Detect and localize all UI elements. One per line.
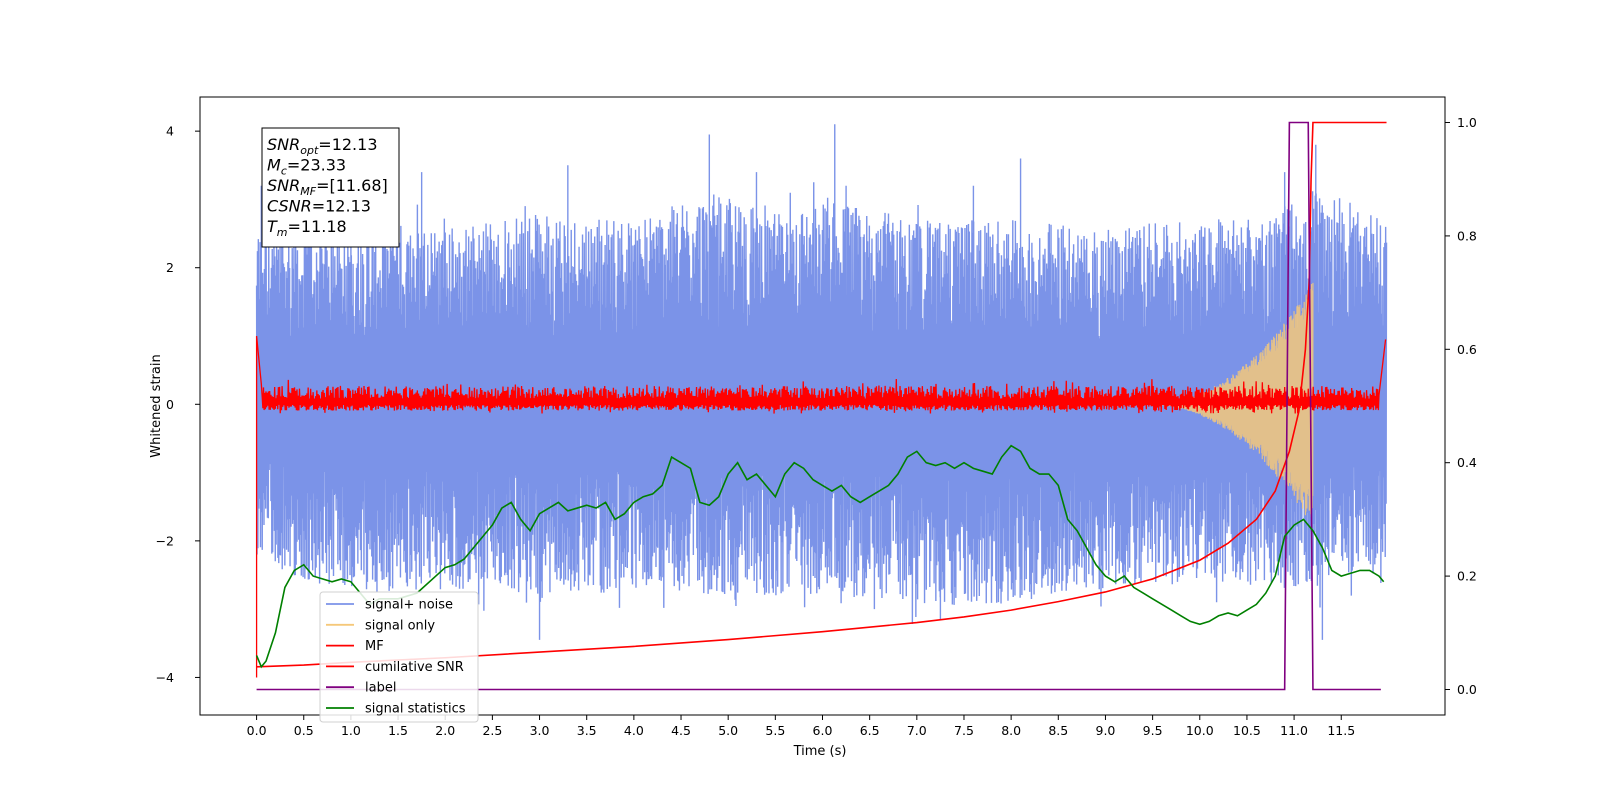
x-tick-label: 5.0 (718, 723, 738, 738)
annotation-box-frame (261, 127, 400, 248)
x-tick-label: 3.0 (530, 723, 550, 738)
x-tick-label: 3.5 (577, 723, 597, 738)
y2-tick-label: 0.8 (1457, 228, 1477, 243)
x-tick-label: 7.0 (907, 723, 927, 738)
x-tick-label: 10.5 (1233, 723, 1261, 738)
legend: signal+ noise signal only MF cumilative SNR… (319, 591, 479, 723)
x-tick-label: 5.5 (765, 723, 785, 738)
y2-tick-label: 0.2 (1457, 569, 1477, 584)
x-axis: 0.0 0.5 1.0 1.5 2.0 2.5 3.0 3.5 4.0 4.5 5.0 5.5 6.0 6… (247, 715, 1355, 738)
series-cumulative-snr-line (256, 121, 1387, 668)
series-mf-line (255, 335, 1387, 678)
y-tick-label: −2 (156, 533, 174, 548)
y2-tick-label: 1.0 (1457, 115, 1477, 130)
y-axis-label: Whitened strain (149, 354, 164, 457)
legend-label-label: label (365, 681, 396, 696)
x-tick-label: 4.0 (624, 723, 644, 738)
series-label-line (256, 121, 1381, 691)
annotation-line: Tm=11.18 (267, 217, 347, 239)
x-tick-label: 1.5 (388, 723, 408, 738)
x-axis-label: Time (s) (793, 744, 847, 759)
annotation-line: SNRopt=12.13 (267, 135, 378, 157)
y-tick-label: −4 (156, 670, 174, 685)
y-axis-left: −4 −2 0 2 4 (156, 124, 200, 685)
x-tick-label: 0.0 (247, 723, 267, 738)
x-tick-label: 8.0 (1001, 723, 1021, 738)
x-tick-label: 11.0 (1280, 723, 1308, 738)
x-tick-label: 9.0 (1096, 723, 1116, 738)
legend-label-signal-noise: signal+ noise (365, 598, 453, 613)
x-tick-label: 0.5 (294, 723, 314, 738)
annotation-line: SNRMF=[11.68] (267, 176, 388, 198)
stats-annotation-box: SNRopt=12.13Mc=23.33SNRMF=[11.68]CSNR=12… (261, 127, 400, 248)
y2-tick-label: 0.4 (1457, 455, 1477, 470)
x-tick-label: 7.5 (954, 723, 974, 738)
x-tick-label: 6.5 (860, 723, 880, 738)
legend-label-signal-statistics: signal statistics (365, 702, 466, 717)
legend-label-mf: MF (365, 639, 384, 654)
x-tick-label: 1.0 (341, 723, 361, 738)
y-tick-label: 4 (166, 124, 174, 139)
x-tick-label: 10.0 (1186, 723, 1214, 738)
annotation-line: Mc=23.33 (267, 156, 346, 178)
legend-frame (319, 591, 479, 723)
x-tick-label: 2.0 (435, 723, 455, 738)
x-tick-label: 11.5 (1327, 723, 1355, 738)
y2-tick-label: 0.6 (1457, 342, 1477, 357)
y-tick-label: 2 (166, 260, 174, 275)
legend-label-signal-only: signal only (365, 618, 435, 633)
y-tick-label: 0 (166, 397, 174, 412)
x-tick-label: 2.5 (482, 723, 502, 738)
series-signal-noise-line (255, 124, 1388, 640)
series-signal-statistics-line (255, 444, 1385, 669)
legend-label-cumulative-snr: cumilative SNR (365, 660, 464, 675)
x-tick-label: 6.0 (813, 723, 833, 738)
y-axis-right: 0.0 0.2 0.4 0.6 0.8 1.0 (1445, 115, 1477, 697)
x-tick-label: 8.5 (1048, 723, 1068, 738)
x-tick-label: 4.5 (671, 723, 691, 738)
annotation-line: CSNR=12.13 (267, 197, 371, 216)
x-tick-label: 9.5 (1143, 723, 1163, 738)
y2-tick-label: 0.0 (1457, 682, 1477, 697)
